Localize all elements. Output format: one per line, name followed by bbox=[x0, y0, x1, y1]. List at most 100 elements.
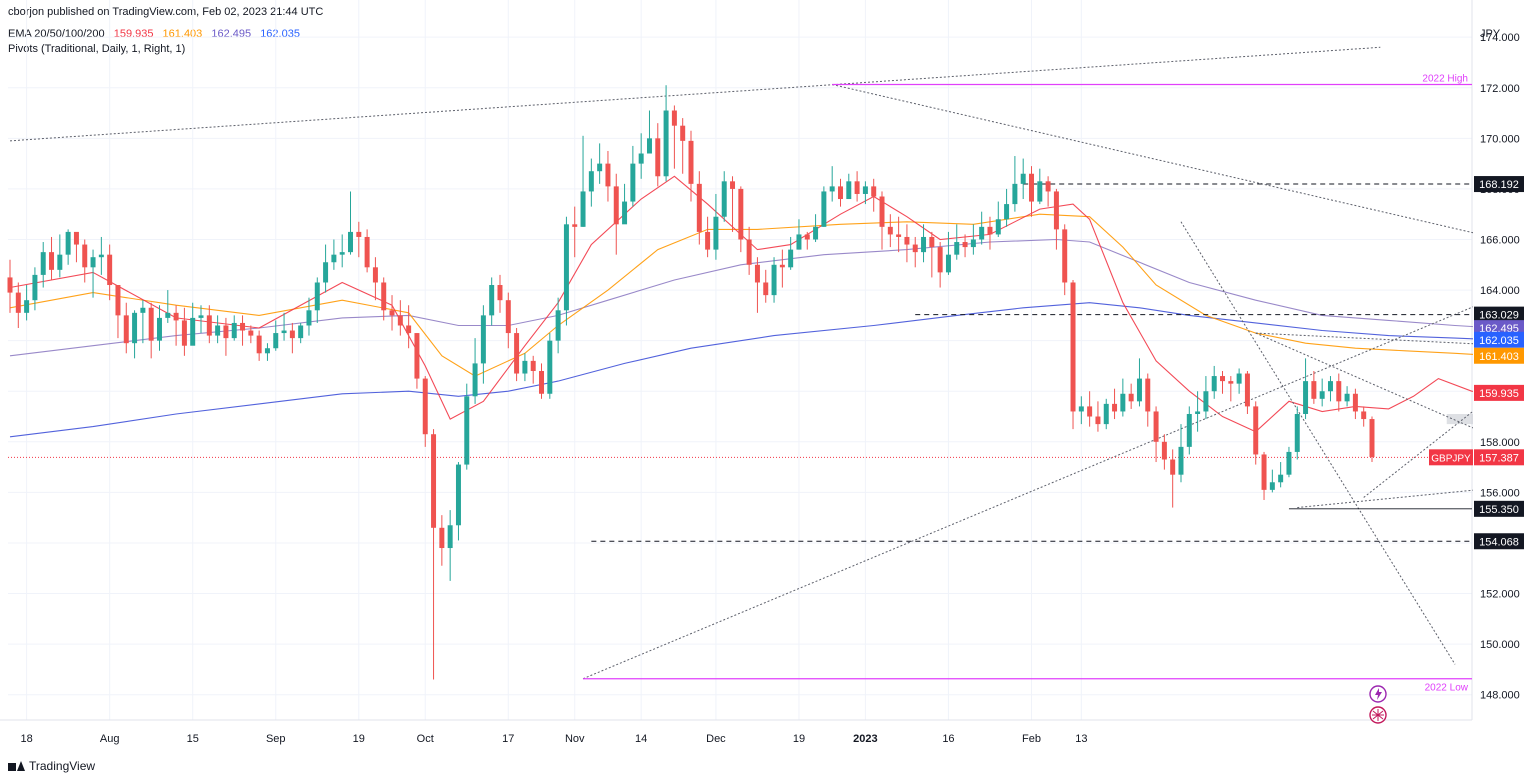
candle-body bbox=[1369, 419, 1375, 457]
candle-body bbox=[921, 236, 927, 253]
candle-body bbox=[489, 285, 495, 316]
candle-body bbox=[1145, 378, 1151, 412]
candle-body bbox=[223, 325, 229, 339]
x-tick-label: 19 bbox=[793, 733, 805, 745]
candle-body bbox=[447, 525, 453, 549]
candle-body bbox=[1269, 482, 1275, 490]
candle-body bbox=[298, 325, 304, 339]
price-tag bbox=[1474, 384, 1524, 401]
candle-body bbox=[49, 252, 55, 270]
candle-body bbox=[522, 360, 528, 374]
candle-body bbox=[439, 527, 445, 549]
candle-body bbox=[854, 181, 860, 194]
candle-body bbox=[123, 315, 129, 344]
x-tick-label: 14 bbox=[635, 733, 647, 745]
candle-body bbox=[987, 226, 993, 235]
candle-body bbox=[1319, 391, 1325, 399]
candle-body bbox=[414, 333, 420, 379]
candle-body bbox=[73, 231, 79, 245]
candle-body bbox=[862, 186, 868, 194]
candle-body bbox=[472, 363, 478, 397]
candle-body bbox=[1037, 181, 1043, 202]
candle-body bbox=[372, 267, 378, 283]
candle-body bbox=[1136, 378, 1142, 402]
candle-body bbox=[1087, 406, 1093, 417]
candle-body bbox=[422, 378, 428, 435]
candle-body bbox=[1253, 406, 1259, 455]
y-tick-label: 148.000 bbox=[1480, 690, 1520, 702]
trendline bbox=[1255, 332, 1506, 443]
x-tick-label: 18 bbox=[20, 733, 32, 745]
candle-body bbox=[754, 264, 760, 283]
trendline bbox=[1180, 221, 1456, 665]
price-tag bbox=[1474, 306, 1524, 323]
trendline bbox=[582, 289, 1514, 680]
candle-body bbox=[397, 315, 403, 326]
tradingview-logo-icon bbox=[8, 761, 25, 771]
candle-body bbox=[746, 239, 752, 265]
price-tag-label: 157.387 bbox=[1479, 452, 1519, 464]
x-tick-label: Sep bbox=[266, 733, 286, 745]
candle-body bbox=[705, 231, 711, 250]
candle-body bbox=[879, 196, 885, 227]
pivots-legend[interactable]: Pivots (Traditional, Daily, 1, Right, 1) bbox=[8, 43, 186, 55]
candle-body bbox=[24, 300, 30, 313]
candle-body bbox=[289, 330, 295, 339]
candle-body bbox=[1095, 416, 1101, 425]
candle-body bbox=[156, 317, 162, 341]
currency-label: JPY bbox=[1480, 28, 1501, 40]
candle-body bbox=[804, 234, 810, 240]
y-tick-label: 150.000 bbox=[1480, 639, 1520, 651]
candle-body bbox=[1278, 474, 1284, 483]
ema50-line bbox=[9, 213, 1497, 377]
candle-body bbox=[273, 333, 279, 349]
candle-body bbox=[181, 320, 187, 346]
candle-body bbox=[15, 292, 21, 313]
y-tick-label: 166.000 bbox=[1480, 234, 1520, 246]
x-tick-label: 16 bbox=[942, 733, 954, 745]
candle-body bbox=[937, 247, 943, 273]
candle-body bbox=[871, 186, 877, 197]
price-tag-label: 154.068 bbox=[1479, 536, 1519, 548]
candle-body bbox=[821, 191, 827, 227]
candle-body bbox=[979, 226, 985, 240]
candle-body bbox=[846, 181, 852, 200]
candle-body bbox=[339, 252, 345, 255]
tradingview-brand[interactable]: TradingView bbox=[8, 759, 95, 773]
candle-body bbox=[406, 325, 412, 334]
candle-body bbox=[314, 282, 320, 311]
trendline bbox=[9, 46, 1381, 142]
candle-body bbox=[788, 249, 794, 268]
candle-body bbox=[904, 236, 910, 245]
candle-body bbox=[887, 226, 893, 235]
candle-body bbox=[896, 234, 902, 237]
candle-body bbox=[813, 226, 819, 240]
y-tick-label: 152.000 bbox=[1480, 589, 1520, 601]
y-tick-label: 156.000 bbox=[1480, 487, 1520, 499]
candle-body bbox=[954, 242, 960, 255]
candle-body bbox=[1261, 454, 1267, 490]
candle-body bbox=[98, 254, 104, 258]
price-tag bbox=[1474, 449, 1524, 466]
candle-body bbox=[206, 315, 212, 336]
candle-body bbox=[1203, 391, 1209, 412]
candle-body bbox=[1352, 393, 1358, 412]
price-tag-label: 159.935 bbox=[1479, 388, 1519, 400]
candle-body bbox=[1236, 373, 1242, 384]
x-tick-label: Oct bbox=[417, 733, 434, 745]
candle-body bbox=[763, 282, 769, 296]
candle-body bbox=[256, 335, 262, 354]
candle-body bbox=[622, 201, 628, 225]
candle-body bbox=[912, 244, 918, 253]
candle-body bbox=[264, 348, 270, 354]
candle-body bbox=[1311, 381, 1317, 399]
candle-body bbox=[364, 236, 370, 268]
symbol-tag bbox=[1429, 449, 1473, 466]
candle-body bbox=[970, 239, 976, 248]
candle-body bbox=[1170, 459, 1176, 475]
candle-body bbox=[1078, 406, 1084, 412]
candle-body bbox=[837, 186, 843, 200]
candle-body bbox=[389, 310, 395, 316]
candle-body bbox=[480, 315, 486, 364]
